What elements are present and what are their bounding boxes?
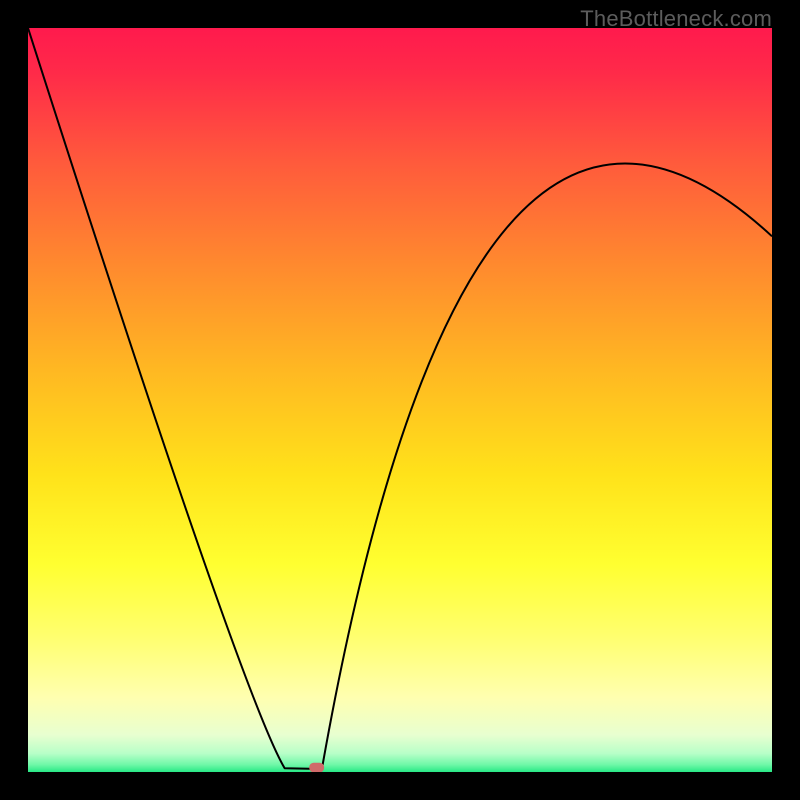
- minimum-marker: [309, 763, 324, 772]
- bottleneck-curve: [28, 28, 772, 772]
- chart-frame: TheBottleneck.com: [0, 0, 800, 800]
- curve-path: [28, 28, 772, 769]
- plot-area: [28, 28, 772, 772]
